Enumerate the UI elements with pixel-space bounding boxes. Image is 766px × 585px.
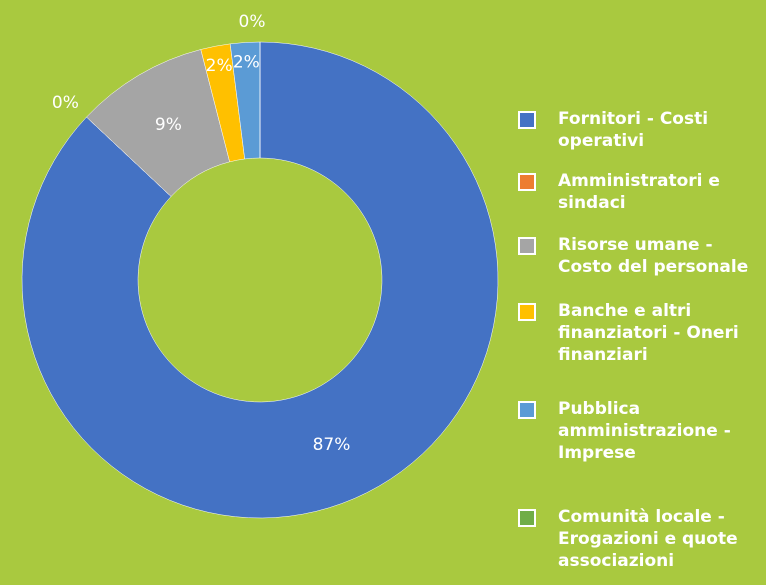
data-label: 0% [239,12,266,32]
data-label: 9% [155,115,182,135]
legend-swatch [518,401,536,419]
legend-label: Risorse umane - Costo del personale [558,235,749,277]
legend-label: Fornitori - Costi operativi [558,109,709,151]
legend-swatch [518,237,536,255]
donut-slice [21,41,499,519]
legend-swatch [518,173,536,191]
legend-item: Amministratori e sindaci [518,170,766,214]
data-label: 0% [52,93,79,113]
data-label: 2% [206,56,233,76]
legend-label: Banche e altri finanziatori - Oneri fina… [558,301,739,365]
legend-swatch [518,111,536,129]
legend-swatch [518,303,536,321]
legend-item: Banche e altri finanziatori - Oneri fina… [518,300,766,366]
data-label: 87% [313,435,351,455]
legend-label: Pubblica amministrazione - Imprese [558,399,731,463]
legend-item: Fornitori - Costi operativi [518,108,766,152]
legend-label: Amministratori e sindaci [558,171,720,213]
legend-item: Pubblica amministrazione - Imprese [518,398,766,464]
legend-label: Comunità locale - Erogazioni e quote ass… [558,507,738,571]
legend-item: Risorse umane - Costo del personale [518,234,766,278]
data-label: 2% [233,52,260,72]
legend-item: Comunità locale - Erogazioni e quote ass… [518,506,766,572]
legend-swatch [518,509,536,527]
